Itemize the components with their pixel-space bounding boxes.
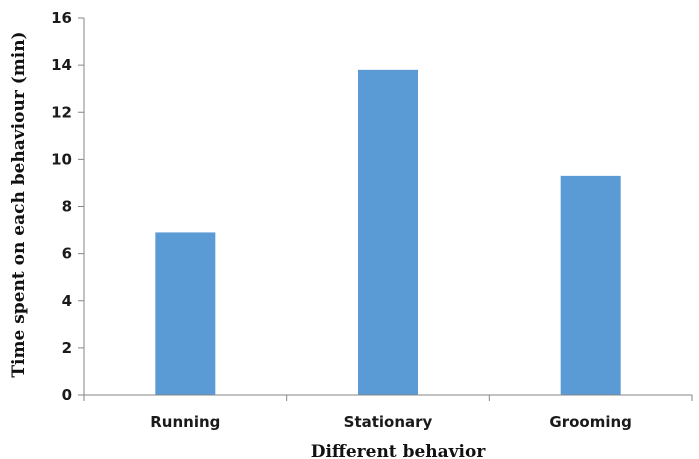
x-tick-label: Stationary [344,413,433,431]
x-ticks-group: Running Stationary Grooming [83,395,693,431]
y-axis-title: Time spent on each behaviour (min) [9,31,29,377]
y-tick-label: 2 [62,339,72,357]
bar-stationary [358,69,418,396]
bar-running [155,232,216,395]
bars-group [155,69,621,396]
x-axis-title: Different behavior [311,442,487,459]
bar-grooming [560,175,621,395]
y-tick-label: 6 [62,245,72,263]
y-tick-label: 14 [51,56,72,74]
y-tick-label: 4 [62,292,72,310]
y-tick-label: 0 [62,386,72,404]
y-tick-label: 16 [51,9,72,27]
y-ticks-group: 0 2 4 6 8 10 12 14 16 [51,9,84,404]
x-tick-label: Grooming [549,413,632,431]
y-tick-label: 12 [51,103,72,121]
y-tick-label: 8 [62,198,72,216]
y-tick-label: 10 [51,150,72,168]
x-tick-label: Running [150,413,220,431]
